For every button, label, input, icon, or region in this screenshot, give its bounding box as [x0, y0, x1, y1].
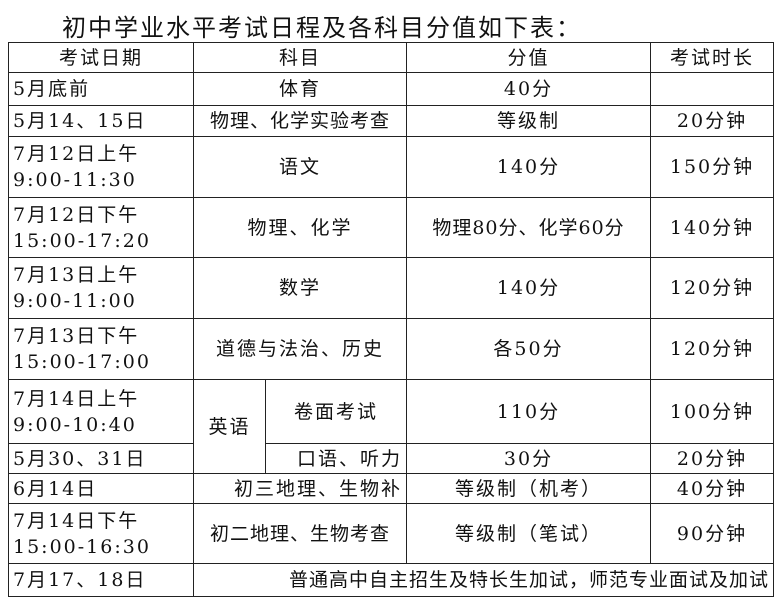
date-text: 7月13日上午 [13, 264, 140, 286]
header-date: 考试日期 [8, 42, 194, 73]
date-cell: 7月13日下午 15:00-17:00 [8, 318, 194, 380]
date-text: 7月12日下午 [13, 203, 140, 226]
table-row: 7月14日下午 15:00-16:30 初二地理、生物考查 等级制（笔试） 90分… [8, 503, 774, 564]
date-text: 7月14日上午 [13, 387, 140, 410]
date-cell: 7月14日下午 15:00-16:30 [8, 503, 194, 564]
table-row: 5月底前 体育 40分 [8, 72, 774, 106]
time-text: 15:00-17:20 [13, 229, 151, 252]
score-cell: 110分 [406, 379, 652, 444]
duration-cell: 90分钟 [650, 503, 774, 564]
date-cell: 7月12日下午 15:00-17:20 [8, 197, 194, 258]
date-cell: 7月17、18日 [8, 563, 194, 597]
duration-cell: 100分钟 [650, 379, 774, 444]
date-cell: 6月14日 [8, 473, 194, 504]
subject-cell: 口语、听力 [264, 443, 408, 474]
subject-cell: 体育 [192, 72, 408, 106]
score-cell: 140分 [406, 257, 652, 319]
header-subject: 科目 [192, 42, 408, 73]
subject-cell: 道德与法治、历史 [192, 318, 408, 380]
subject-cell: 语文 [192, 136, 408, 198]
time-text: 9:00-11:30 [13, 169, 137, 191]
exam-schedule-table: 考试日期 科目 分值 考试时长 5月底前 体育 40分 5月14、15日 物理、… [8, 42, 774, 597]
duration-cell [650, 72, 774, 106]
duration-cell: 40分钟 [650, 473, 774, 504]
score-cell: 40分 [406, 72, 652, 106]
table-row: 7月12日下午 15:00-17:20 物理、化学 物理80分、化学60分 140… [8, 197, 774, 258]
date-text: 7月12日上午 [13, 143, 140, 165]
duration-cell: 20分钟 [650, 443, 774, 474]
date-cell: 5月30、31日 [8, 443, 194, 474]
table-header-row: 考试日期 科目 分值 考试时长 [8, 42, 774, 73]
date-cell: 7月12日上午 9:00-11:30 [8, 136, 194, 198]
time-text: 9:00-11:00 [13, 290, 137, 312]
subject-group-cell: 英语 [193, 379, 266, 474]
header-duration: 考试时长 [650, 42, 774, 73]
duration-cell: 140分钟 [650, 197, 774, 258]
table-row: 5月14、15日 物理、化学实验考查 等级制 20分钟 [8, 105, 774, 137]
date-text: 7月14日下午 [13, 509, 140, 532]
date-cell: 7月13日上午 9:00-11:00 [8, 257, 194, 319]
subject-cell: 初三地理、生物补 [192, 473, 408, 504]
subject-cell: 物理、化学实验考查 [192, 105, 408, 137]
score-cell: 各50分 [406, 318, 652, 380]
duration-cell: 150分钟 [650, 136, 774, 198]
table-row: 7月12日上午 9:00-11:30 语文 140分 150分钟 [8, 136, 774, 198]
date-cell: 7月14日上午 9:00-10:40 [8, 379, 194, 444]
date-cell: 5月底前 [8, 72, 194, 106]
duration-cell: 120分钟 [650, 318, 774, 380]
date-text: 7月13日下午 [13, 325, 140, 347]
score-cell: 30分 [406, 443, 652, 474]
score-cell: 等级制 [406, 105, 652, 137]
date-cell: 5月14、15日 [8, 105, 194, 137]
subject-cell: 物理、化学 [192, 197, 408, 258]
time-text: 15:00-16:30 [13, 535, 151, 558]
subject-cell: 数学 [192, 257, 408, 319]
note-cell: 普通高中自主招生及特长生加试，师范专业面试及加试 [192, 563, 774, 597]
table-row: 7月14日上午 9:00-10:40 英语 卷面考试 110分 100分钟 [8, 379, 774, 474]
subject-cell: 卷面考试 [264, 379, 408, 444]
score-cell: 等级制（机考） [406, 473, 652, 504]
table-row: 7月17、18日 普通高中自主招生及特长生加试，师范专业面试及加试 [8, 563, 774, 597]
duration-cell: 120分钟 [650, 257, 774, 319]
time-text: 15:00-17:00 [13, 351, 151, 373]
document-title: 初中学业水平考试日程及各科目分值如下表： [62, 14, 582, 42]
score-cell: 140分 [406, 136, 652, 198]
table-row: 7月13日上午 9:00-11:00 数学 140分 120分钟 [8, 257, 774, 319]
duration-cell: 20分钟 [650, 105, 774, 137]
score-cell: 等级制（笔试） [406, 503, 652, 564]
score-cell: 物理80分、化学60分 [406, 197, 652, 258]
table-row: 7月13日下午 15:00-17:00 道德与法治、历史 各50分 120分钟 [8, 318, 774, 380]
table-row: 5月30、31日 口语、听力 30分 20分钟 [8, 443, 774, 474]
subject-cell: 初二地理、生物考查 [192, 503, 408, 564]
header-score: 分值 [406, 42, 652, 73]
time-text: 9:00-10:40 [13, 413, 137, 436]
table-row: 6月14日 初三地理、生物补 等级制（机考） 40分钟 [8, 473, 774, 504]
